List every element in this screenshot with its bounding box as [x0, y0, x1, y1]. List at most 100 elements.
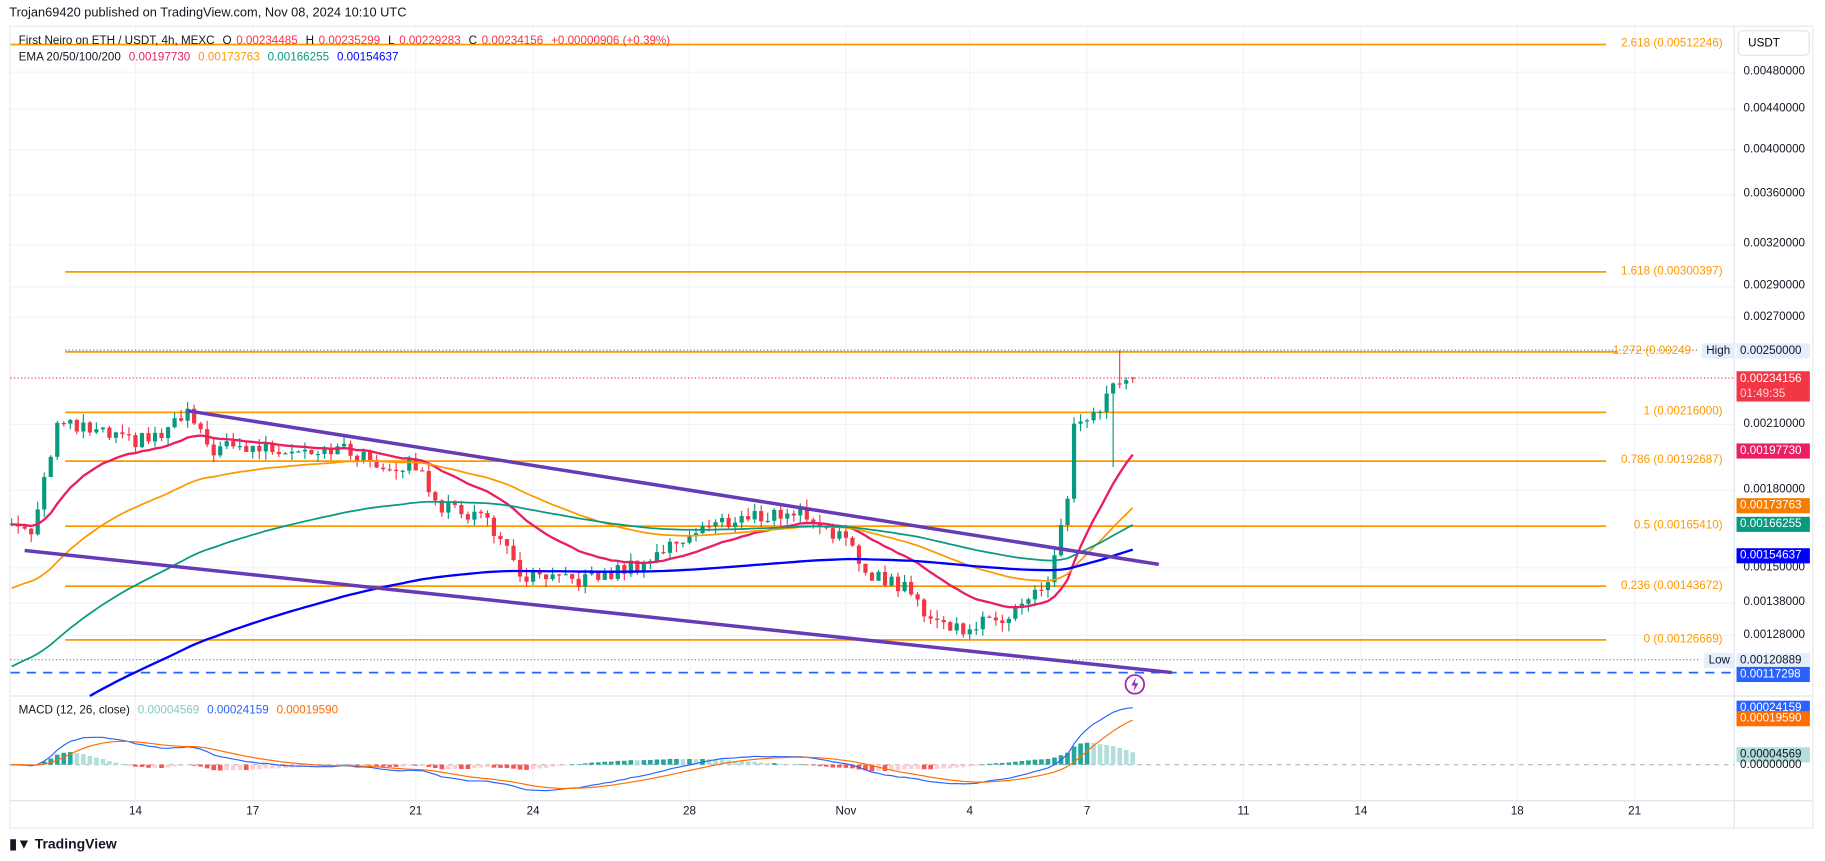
- candle-body: [843, 531, 849, 538]
- macd-histogram-bar: [354, 764, 360, 766]
- currency-button[interactable]: USDT: [1737, 30, 1810, 56]
- candle-body: [55, 422, 60, 457]
- macd-histogram-bar: [608, 761, 614, 765]
- candle-body: [661, 552, 666, 554]
- candle-body: [81, 422, 86, 432]
- low-tag-label: Low: [1703, 652, 1735, 668]
- candle-body: [283, 453, 288, 455]
- macd-histogram-bar: [1006, 762, 1012, 765]
- candle-body: [22, 526, 27, 529]
- candle-body: [74, 419, 79, 432]
- symbol-legend: First Neiro on ETH / USDT, 4h, MEXC O 0.0…: [19, 35, 675, 48]
- macd-histogram-bar: [589, 762, 595, 765]
- price-axis-label: 0.00128000: [1743, 628, 1806, 642]
- macd-histogram-bar: [478, 764, 484, 768]
- candle-body: [511, 545, 516, 561]
- fib-level-label: 0.5 (0.00165410): [1633, 519, 1723, 532]
- candle-body: [974, 629, 979, 631]
- time-axis-label: 28: [683, 805, 696, 819]
- macd-histogram-bar: [204, 764, 210, 769]
- macd-histogram-bar: [270, 764, 275, 769]
- candle-body: [433, 492, 438, 501]
- price-tag: 0.00166255: [1736, 516, 1810, 533]
- candle-body: [739, 516, 744, 523]
- candle-body: [478, 511, 484, 514]
- candle-body: [1071, 423, 1077, 499]
- candle-body: [895, 576, 901, 592]
- price-tag: 0.00197730: [1736, 443, 1810, 459]
- candle-body: [341, 443, 347, 447]
- candle-body: [107, 427, 112, 438]
- price-tag-value: 0.00234156: [1740, 372, 1802, 385]
- symbol-title[interactable]: First Neiro on ETH / USDT, 4h, MEXC: [18, 34, 215, 48]
- macd-histogram-bar: [94, 757, 99, 765]
- candle-body: [381, 467, 386, 470]
- candle-body: [120, 432, 125, 435]
- logo-text: TradingView: [34, 835, 117, 852]
- high-value: 0.00235299: [318, 34, 381, 48]
- macd-histogram-bar: [472, 764, 477, 769]
- candle-body: [1111, 383, 1116, 394]
- candle-body: [368, 451, 373, 461]
- macd-histogram-bar: [120, 763, 125, 765]
- macd-histogram-bar: [511, 764, 516, 769]
- price-axis-label: 0.00440000: [1743, 102, 1806, 116]
- macd-title[interactable]: MACD (12, 26, close): [18, 704, 130, 717]
- macd-histogram-bar: [152, 764, 158, 768]
- macd-histogram-bar: [797, 764, 803, 765]
- macd-line: [11, 707, 1133, 792]
- candle-body: [530, 570, 536, 582]
- candle-body: [550, 574, 555, 580]
- macd-histogram-bar: [1019, 760, 1025, 765]
- candle-body: [100, 427, 105, 430]
- macd-histogram-bar: [250, 764, 256, 770]
- candle-body: [152, 432, 158, 442]
- candle-body: [798, 507, 803, 516]
- candle-body: [837, 531, 842, 539]
- macd-histogram-bar: [850, 764, 855, 769]
- time-axis-label: 14: [1354, 805, 1368, 819]
- candle-body: [524, 576, 529, 582]
- publish-line: Trojan69420 published on TradingView.com…: [9, 5, 407, 20]
- macd-histogram-bar: [341, 764, 347, 766]
- candle-body: [426, 470, 431, 493]
- price-axis-label: 0.00360000: [1743, 187, 1806, 201]
- macd-histogram-bar: [928, 764, 933, 770]
- tradingview-logo[interactable]: ▮▼ TradingView: [9, 836, 116, 852]
- candle-body: [504, 539, 510, 546]
- candle-body: [250, 445, 255, 452]
- fib-level-label: 1.618 (0.00300397): [1620, 264, 1723, 278]
- macd-histogram-bar: [563, 764, 568, 766]
- macd-histogram-bar: [784, 763, 790, 765]
- macd-histogram-bar: [178, 764, 184, 767]
- macd-histogram-bar: [973, 764, 979, 766]
- macd-histogram-bar: [485, 764, 490, 768]
- macd-histogram-bar: [908, 764, 914, 770]
- candle-body: [961, 623, 966, 635]
- fib-level-label: 1.272 (0.00249: [1612, 344, 1692, 358]
- macd-histogram-bar: [237, 764, 243, 770]
- candle-body: [1013, 608, 1018, 619]
- candle-body: [589, 572, 594, 575]
- candle-body: [231, 441, 236, 447]
- candle-body: [420, 470, 425, 472]
- candle-body: [1058, 525, 1064, 556]
- price-tag: 0.00173763: [1736, 498, 1810, 514]
- candle-body: [374, 460, 379, 468]
- candle-body: [407, 458, 412, 471]
- macd-histogram-bar: [1097, 744, 1103, 765]
- macd-histogram-bar: [465, 764, 471, 770]
- macd-histogram-bar: [530, 764, 536, 770]
- candle-body: [179, 418, 184, 421]
- macd-histogram-bar: [113, 762, 119, 765]
- ema-title[interactable]: EMA 20/50/100/200: [18, 51, 121, 65]
- macd-histogram-bar: [459, 764, 464, 769]
- macd-histogram-bar: [452, 764, 458, 769]
- candle-body: [133, 435, 138, 448]
- macd-histogram-bar: [1026, 760, 1031, 765]
- candle-body: [68, 419, 73, 424]
- macd-histogram-bar: [621, 760, 627, 765]
- candle-body: [1045, 582, 1051, 591]
